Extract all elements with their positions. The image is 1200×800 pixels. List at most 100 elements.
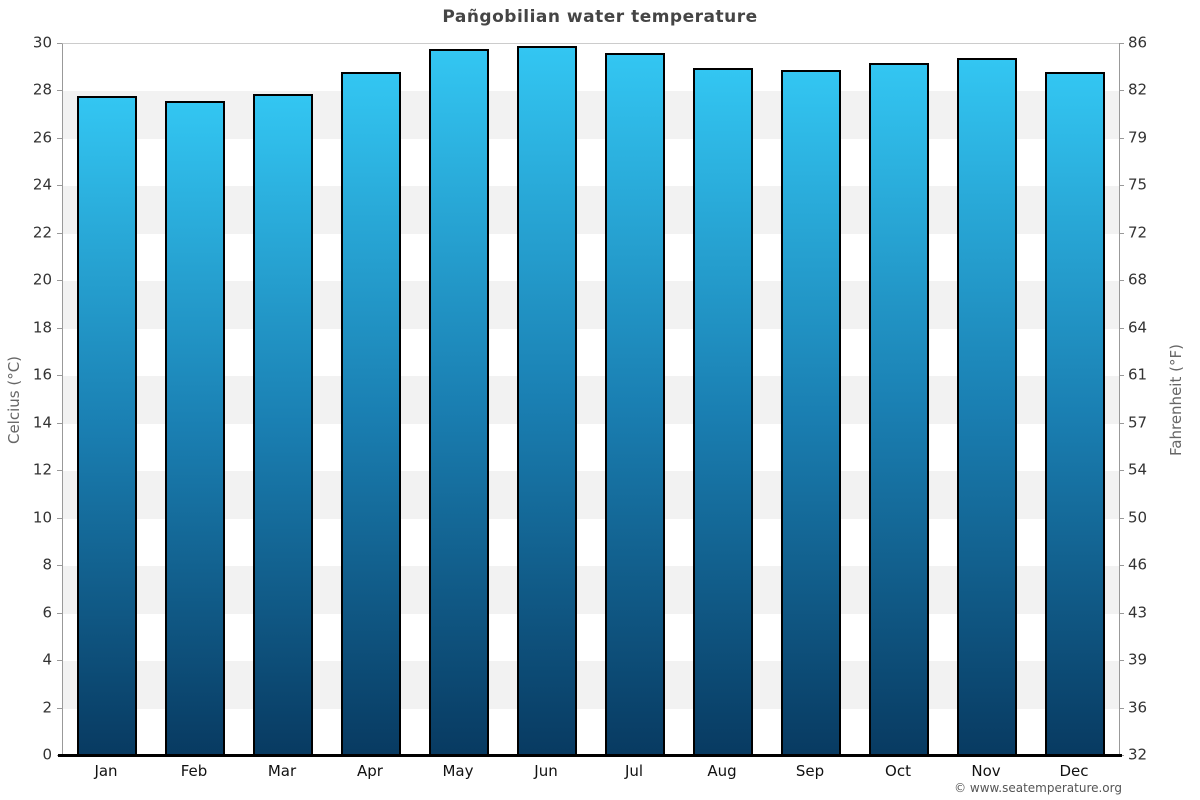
celsius-tick-mark <box>57 517 62 519</box>
plot-area <box>62 43 1120 756</box>
grid-band <box>63 376 1119 424</box>
temperature-bar-jul <box>605 53 665 756</box>
fahrenheit-tick-label: 75 <box>1128 175 1148 194</box>
celsius-axis-title: Celcius (°C) <box>5 355 23 445</box>
month-label-feb: Feb <box>180 762 208 780</box>
fahrenheit-tick-label: 43 <box>1128 603 1148 622</box>
celsius-tick-label: 26 <box>32 128 52 147</box>
fahrenheit-tick-label: 68 <box>1128 270 1148 289</box>
temperature-bar-may <box>429 48 489 756</box>
fahrenheit-tick-label: 61 <box>1128 365 1148 384</box>
grid-band <box>63 281 1119 329</box>
grid-band <box>63 471 1119 519</box>
grid-band <box>63 613 1119 662</box>
celsius-tick-label: 12 <box>32 460 52 479</box>
temperature-bar-apr <box>341 72 401 756</box>
grid-band <box>63 566 1119 614</box>
fahrenheit-tick-label: 39 <box>1128 650 1148 669</box>
temperature-bar-nov <box>957 58 1017 756</box>
celsius-tick-mark <box>57 565 62 567</box>
fahrenheit-tick-label: 86 <box>1128 33 1148 52</box>
celsius-tick-mark <box>57 470 62 472</box>
grid-band <box>63 138 1119 187</box>
celsius-tick-mark <box>57 327 62 329</box>
celsius-tick-label: 16 <box>32 365 52 384</box>
fahrenheit-tick-label: 54 <box>1128 460 1148 479</box>
grid-band <box>63 186 1119 234</box>
celsius-tick-label: 0 <box>42 745 52 764</box>
celsius-tick-mark <box>57 137 62 139</box>
celsius-tick-label: 28 <box>32 80 52 99</box>
celsius-tick-label: 8 <box>42 555 52 574</box>
fahrenheit-tick-mark <box>1119 375 1124 377</box>
grid-band <box>63 518 1119 567</box>
month-label-jan: Jan <box>94 762 118 780</box>
celsius-tick-mark <box>57 707 62 709</box>
fahrenheit-tick-mark <box>1119 90 1124 92</box>
fahrenheit-tick-label: 72 <box>1128 223 1148 242</box>
fahrenheit-tick-mark <box>1119 470 1124 472</box>
fahrenheit-tick-label: 79 <box>1128 128 1148 147</box>
month-label-apr: Apr <box>357 762 383 780</box>
fahrenheit-tick-mark <box>1119 43 1124 44</box>
fahrenheit-tick-mark <box>1119 565 1124 567</box>
x-axis-line <box>58 754 1122 757</box>
month-label-may: May <box>442 762 474 780</box>
grid-band <box>63 328 1119 377</box>
month-label-sep: Sep <box>795 762 825 780</box>
fahrenheit-tick-label: 57 <box>1128 413 1148 432</box>
celsius-tick-label: 2 <box>42 698 52 717</box>
temperature-bar-feb <box>165 100 225 756</box>
celsius-tick-mark <box>57 280 62 282</box>
fahrenheit-tick-label: 46 <box>1128 555 1148 574</box>
fahrenheit-axis-title: Fahrenheit (°F) <box>1167 344 1185 456</box>
celsius-tick-mark <box>57 232 62 234</box>
grid-band <box>63 661 1119 709</box>
fahrenheit-tick-mark <box>1119 422 1124 424</box>
temperature-bar-oct <box>869 62 929 756</box>
celsius-tick-label: 30 <box>32 33 52 52</box>
celsius-tick-label: 10 <box>32 508 52 527</box>
fahrenheit-tick-label: 50 <box>1128 508 1148 527</box>
celsius-tick-mark <box>57 43 62 44</box>
fahrenheit-tick-mark <box>1119 327 1124 329</box>
celsius-tick-label: 14 <box>32 413 52 432</box>
month-label-aug: Aug <box>707 762 737 780</box>
grid-band <box>63 708 1119 756</box>
celsius-tick-mark <box>57 660 62 662</box>
grid-band <box>63 423 1119 472</box>
temperature-bar-dec <box>1045 72 1105 756</box>
month-label-mar: Mar <box>267 762 297 780</box>
grid-band <box>63 91 1119 139</box>
fahrenheit-tick-mark <box>1119 137 1124 139</box>
fahrenheit-tick-mark <box>1119 660 1124 662</box>
temperature-bar-mar <box>253 93 313 756</box>
temperature-bar-aug <box>693 67 753 756</box>
fahrenheit-tick-label: 32 <box>1128 745 1148 764</box>
fahrenheit-tick-label: 82 <box>1128 80 1148 99</box>
fahrenheit-tick-mark <box>1119 280 1124 282</box>
fahrenheit-tick-mark <box>1119 612 1124 614</box>
celsius-tick-label: 22 <box>32 223 52 242</box>
fahrenheit-tick-mark <box>1119 707 1124 709</box>
fahrenheit-tick-label: 64 <box>1128 318 1148 337</box>
copyright-attribution: © www.seatemperature.org <box>954 781 1122 795</box>
celsius-tick-mark <box>57 612 62 614</box>
fahrenheit-tick-mark <box>1119 517 1124 519</box>
celsius-tick-label: 18 <box>32 318 52 337</box>
celsius-tick-label: 24 <box>32 175 52 194</box>
celsius-tick-mark <box>57 185 62 187</box>
chart-title: Pañgobilian water temperature <box>442 7 758 27</box>
fahrenheit-tick-mark <box>1119 232 1124 234</box>
month-label-dec: Dec <box>1059 762 1089 780</box>
fahrenheit-tick-mark <box>1119 185 1124 187</box>
temperature-bar-sep <box>781 70 841 756</box>
month-label-oct: Oct <box>885 762 911 780</box>
temperature-bar-jan <box>77 96 137 756</box>
celsius-tick-label: 20 <box>32 270 52 289</box>
celsius-tick-mark <box>57 375 62 377</box>
temperature-bar-jun <box>517 46 577 756</box>
fahrenheit-tick-label: 36 <box>1128 698 1148 717</box>
grid-band <box>63 233 1119 282</box>
